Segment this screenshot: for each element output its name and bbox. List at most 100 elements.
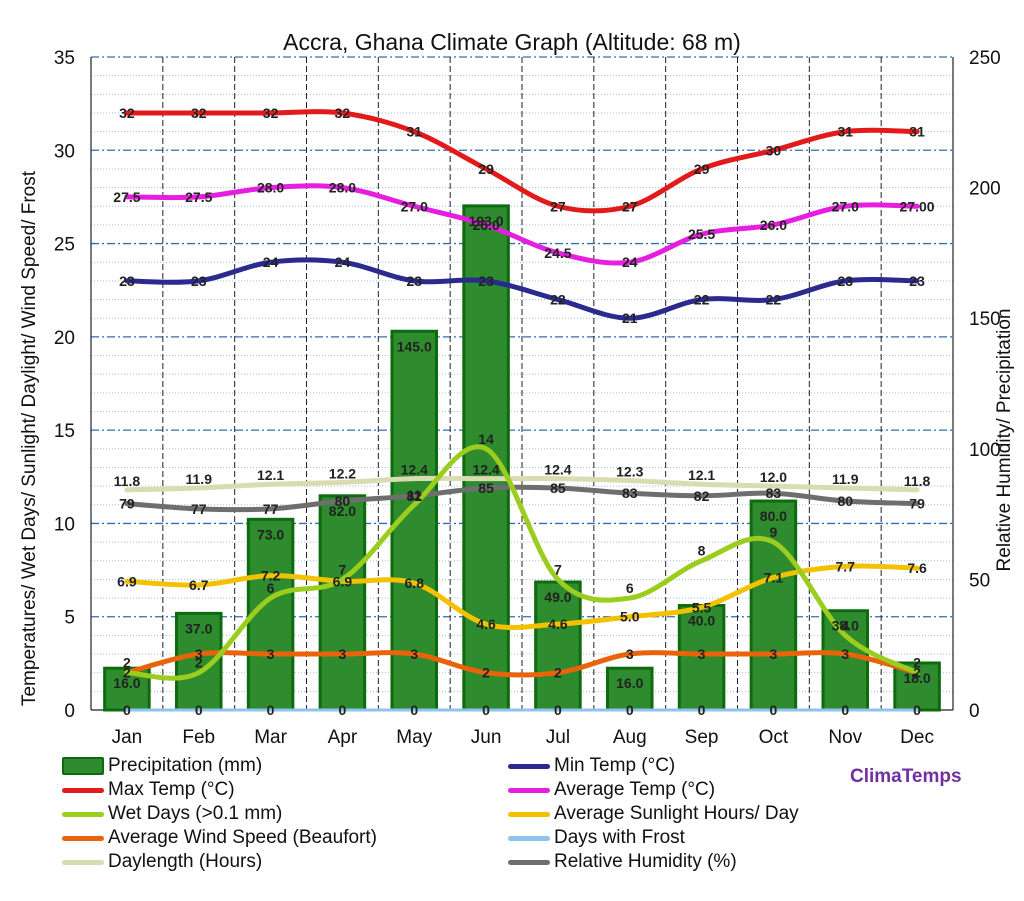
avg-line	[124, 183, 920, 266]
precipitation-data-label: 73.0	[257, 526, 284, 542]
precipitation-bar	[677, 604, 726, 712]
left-tick-label: 0	[64, 701, 75, 722]
wet-data-label: 6	[267, 580, 275, 596]
x-tick-label: Jan	[112, 727, 143, 748]
min-data-label: 23	[119, 273, 135, 289]
sun-data-label: 5.0	[620, 609, 640, 625]
min-data-label: 22	[694, 292, 710, 308]
max-data-label: 27	[622, 198, 638, 214]
wet-data-label: 2	[195, 655, 203, 671]
right-tick-label: 50	[969, 570, 990, 591]
wind-data-label: 3	[195, 646, 203, 662]
max-data-label: 32	[119, 105, 135, 121]
day-line	[124, 475, 920, 493]
sun-data-label: 5.5	[692, 599, 712, 615]
avg-data-label: 24	[622, 254, 638, 270]
x-tick-label: Jun	[471, 727, 502, 748]
wind-data-label: 3	[339, 646, 347, 662]
sun-data-label: 6.8	[405, 575, 425, 591]
avg-data-label: 27.00	[900, 198, 935, 214]
precipitation-data-label: 82.0	[329, 503, 356, 519]
hum-data-label: 83	[766, 485, 782, 501]
max-data-label: 31	[909, 124, 925, 140]
sun-data-label: 6.7	[189, 577, 209, 593]
frost-data-label: 0	[123, 702, 131, 718]
hum-data-label: 79	[119, 496, 135, 512]
left-tick-label: 20	[54, 328, 75, 349]
wind-data-label: 3	[410, 646, 418, 662]
hum-data-label: 85	[478, 480, 494, 496]
hum-data-label: 85	[550, 480, 566, 496]
wet-data-label: 9	[770, 524, 778, 540]
wet-data-label: 7	[339, 561, 347, 577]
min-data-label: 23	[837, 273, 853, 289]
wet-data-label: 2	[123, 655, 131, 671]
max-data-label: 31	[837, 124, 853, 140]
avg-data-label: 25.5	[688, 226, 715, 242]
avg-data-label: 26.0	[472, 217, 499, 233]
sun-line	[124, 563, 920, 630]
precipitation-data-label: 40.0	[688, 613, 715, 629]
wet-line	[124, 444, 920, 681]
avg-data-label: 28.0	[257, 180, 284, 196]
sun-data-label: 7.6	[907, 560, 927, 576]
right-tick-label: 150	[969, 309, 1001, 330]
day-data-label: 12.1	[688, 467, 715, 483]
right-tick-label: 250	[969, 48, 1001, 69]
hum-data-label: 79	[909, 496, 925, 512]
min-line	[124, 257, 920, 321]
x-tick-label: Nov	[828, 727, 862, 748]
right-tick-label: 0	[969, 701, 980, 722]
day-data-label: 11.9	[832, 471, 859, 487]
frost-data-label: 0	[195, 702, 203, 718]
wet-data-label: 2	[913, 655, 921, 671]
frost-data-label: 0	[410, 702, 418, 718]
x-tick-label: Dec	[900, 727, 934, 748]
precipitation-data-label: 18.0	[903, 670, 930, 686]
wind-data-label: 2	[123, 665, 131, 681]
wind-data-label: 3	[841, 646, 849, 662]
wet-data-label: 8	[698, 543, 706, 559]
frost-data-label: 0	[913, 702, 921, 718]
x-tick-label: Mar	[254, 727, 287, 748]
frost-data-label: 0	[482, 702, 490, 718]
left-tick-label: 30	[54, 141, 75, 162]
precipitation-data-label: 145.0	[397, 338, 432, 354]
x-tick-label: May	[396, 727, 432, 748]
precipitation-bar	[821, 609, 870, 712]
wind-data-label: 3	[698, 646, 706, 662]
wind-data-label: 3	[267, 646, 275, 662]
sun-data-label: 6.9	[333, 573, 353, 589]
sun-data-label: 7.7	[836, 558, 856, 574]
left-axis-title: Temperatures/ Wet Days/ Sunlight/ Daylig…	[19, 170, 40, 706]
max-data-label: 29	[478, 161, 494, 177]
x-tick-label: Aug	[613, 727, 647, 748]
avg-data-label: 27.5	[185, 189, 212, 205]
wind-line	[124, 650, 920, 678]
precipitation-bar	[318, 494, 367, 712]
sun-data-label: 7.1	[764, 570, 784, 586]
wet-data-label: 11	[407, 487, 422, 503]
hum-data-label: 82	[406, 488, 422, 504]
left-tick-label: 5	[64, 608, 75, 629]
min-data-label: 22	[550, 292, 566, 308]
max-data-label: 32	[263, 105, 279, 121]
wind-data-label: 2	[913, 665, 921, 681]
right-tick-label: 200	[969, 179, 1001, 200]
x-tick-label: Sep	[685, 727, 719, 748]
x-tick-label: Apr	[328, 727, 358, 748]
frost-data-label: 0	[267, 702, 275, 718]
max-data-label: 32	[335, 105, 351, 121]
avg-data-label: 26.0	[760, 217, 787, 233]
left-tick-label: 10	[54, 514, 75, 535]
day-data-label: 12.4	[401, 462, 428, 478]
x-tick-label: Feb	[182, 727, 215, 748]
hum-line	[124, 484, 920, 513]
hum-data-label: 83	[622, 485, 638, 501]
hum-data-label: 77	[263, 501, 279, 517]
day-data-label: 11.8	[904, 473, 931, 489]
precipitation-data-label: 37.0	[185, 620, 212, 636]
avg-data-label: 24.5	[544, 245, 571, 261]
frost-data-label: 0	[339, 702, 347, 718]
